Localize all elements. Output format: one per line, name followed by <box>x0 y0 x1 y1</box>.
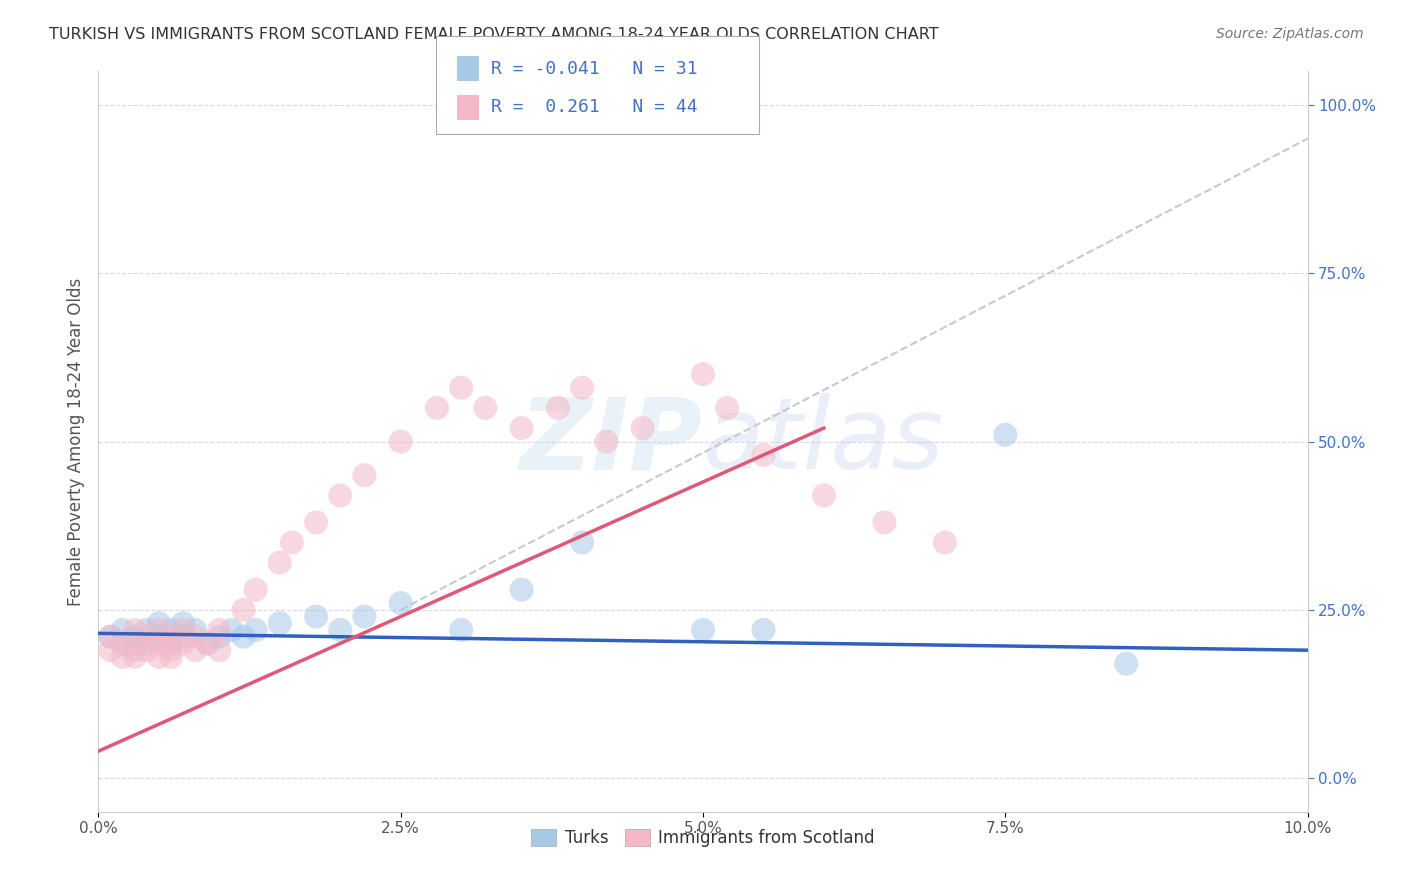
Point <box>692 623 714 637</box>
Point <box>208 643 231 657</box>
Point <box>148 630 170 644</box>
Point <box>510 582 533 597</box>
Point <box>135 636 157 650</box>
Text: atlas: atlas <box>703 393 945 490</box>
Point <box>547 401 569 415</box>
Point <box>474 401 496 415</box>
Point <box>269 556 291 570</box>
Point <box>873 516 896 530</box>
Point <box>184 643 207 657</box>
Point <box>100 630 122 644</box>
Point <box>208 623 231 637</box>
Text: TURKISH VS IMMIGRANTS FROM SCOTLAND FEMALE POVERTY AMONG 18-24 YEAR OLDS CORRELA: TURKISH VS IMMIGRANTS FROM SCOTLAND FEMA… <box>49 27 939 42</box>
Point <box>111 623 134 637</box>
Text: R =  0.261   N = 44: R = 0.261 N = 44 <box>491 98 697 116</box>
Point <box>245 582 267 597</box>
Point <box>135 630 157 644</box>
Point <box>100 630 122 644</box>
Point <box>100 643 122 657</box>
Point <box>124 623 146 637</box>
Point <box>934 535 956 549</box>
Point <box>172 616 194 631</box>
Point <box>389 434 412 449</box>
Point <box>281 535 304 549</box>
Text: R = -0.041   N = 31: R = -0.041 N = 31 <box>491 60 697 78</box>
Point <box>195 636 218 650</box>
Point <box>1115 657 1137 671</box>
Point <box>172 636 194 650</box>
Point <box>135 643 157 657</box>
Point <box>450 623 472 637</box>
Point <box>160 643 183 657</box>
Point <box>195 636 218 650</box>
Point <box>184 630 207 644</box>
Point <box>232 630 254 644</box>
Point <box>752 448 775 462</box>
Text: Source: ZipAtlas.com: Source: ZipAtlas.com <box>1216 27 1364 41</box>
Point <box>221 623 243 637</box>
Point <box>124 643 146 657</box>
Point <box>813 488 835 502</box>
Point <box>716 401 738 415</box>
Point <box>450 381 472 395</box>
Point <box>353 609 375 624</box>
Point <box>111 636 134 650</box>
Point <box>111 636 134 650</box>
Point <box>426 401 449 415</box>
Point <box>160 636 183 650</box>
Legend: Turks, Immigrants from Scotland: Turks, Immigrants from Scotland <box>523 821 883 855</box>
Point <box>692 368 714 382</box>
Point <box>208 630 231 644</box>
Point <box>353 468 375 483</box>
Point <box>571 381 593 395</box>
Point <box>160 649 183 664</box>
Point <box>595 434 617 449</box>
Point <box>172 630 194 644</box>
Point <box>148 636 170 650</box>
Point <box>994 427 1017 442</box>
Point <box>148 623 170 637</box>
Point <box>124 649 146 664</box>
Point <box>184 623 207 637</box>
Point <box>124 636 146 650</box>
Point <box>305 516 328 530</box>
Point <box>172 623 194 637</box>
Point <box>232 603 254 617</box>
Point <box>571 535 593 549</box>
Point <box>245 623 267 637</box>
Point <box>148 616 170 631</box>
Point <box>305 609 328 624</box>
Point <box>160 630 183 644</box>
Point <box>160 623 183 637</box>
Point <box>148 649 170 664</box>
Point <box>631 421 654 435</box>
Text: ZIP: ZIP <box>520 393 703 490</box>
Point <box>329 623 352 637</box>
Point <box>752 623 775 637</box>
Point <box>124 630 146 644</box>
Point <box>269 616 291 631</box>
Point <box>111 649 134 664</box>
Point <box>389 596 412 610</box>
Point <box>510 421 533 435</box>
Point <box>135 623 157 637</box>
Y-axis label: Female Poverty Among 18-24 Year Olds: Female Poverty Among 18-24 Year Olds <box>66 277 84 606</box>
Point <box>329 488 352 502</box>
